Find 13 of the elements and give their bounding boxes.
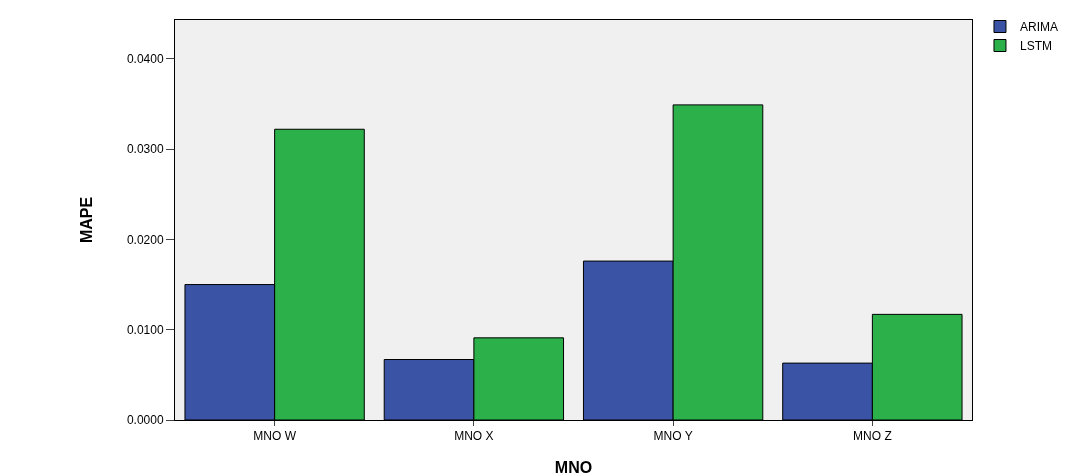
x-tick-label: MNO X: [454, 429, 494, 444]
y-tick-label: 0.0000: [126, 413, 164, 428]
y-tick-label: 0.0200: [126, 232, 164, 247]
y-tick-label: 0.0100: [126, 322, 164, 337]
legend-label: ARIMA: [1019, 20, 1058, 35]
y-tick-label: 0.0400: [126, 52, 164, 67]
y-axis-title: MAPE: [77, 196, 95, 244]
y-tick-label: 0.0300: [126, 142, 164, 157]
x-tick-label: MNO Y: [653, 429, 693, 444]
x-tick-label: MNO W: [253, 429, 297, 444]
x-axis-title: MNO: [554, 459, 593, 476]
x-tick-label: MNO Z: [853, 429, 892, 444]
legend-label: LSTM: [1019, 39, 1052, 54]
